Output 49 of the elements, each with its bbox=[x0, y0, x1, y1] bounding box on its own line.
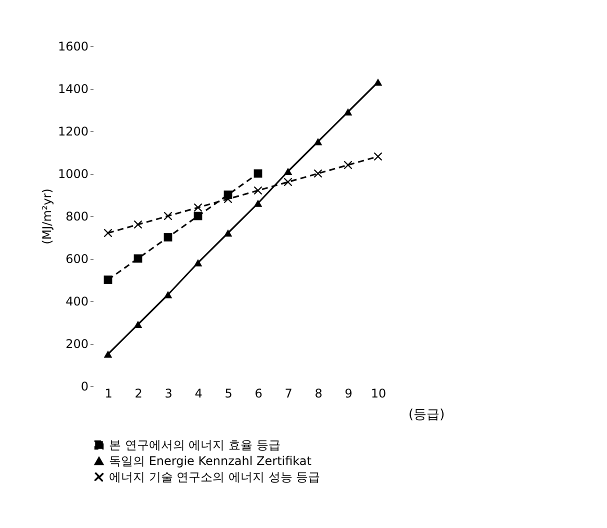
point bbox=[254, 200, 262, 207]
y-tick-label: 0 bbox=[80, 380, 88, 394]
y-tick-label: 800 bbox=[66, 210, 88, 224]
point bbox=[164, 212, 172, 220]
x-axis-title: (등급) bbox=[408, 408, 445, 422]
point bbox=[134, 254, 142, 263]
x-tick-label: 10 bbox=[370, 386, 386, 400]
point bbox=[224, 229, 232, 237]
y-tick-label: 600 bbox=[66, 252, 88, 266]
point bbox=[104, 350, 112, 358]
point bbox=[374, 152, 382, 161]
point bbox=[194, 212, 202, 220]
point bbox=[374, 78, 382, 86]
y-tick-label: 1200 bbox=[58, 124, 88, 138]
point bbox=[104, 276, 112, 284]
y-tick-label: 1000 bbox=[58, 167, 88, 181]
point bbox=[254, 169, 262, 178]
point bbox=[314, 169, 322, 178]
x-tick-label: 4 bbox=[194, 386, 202, 400]
point bbox=[314, 138, 322, 146]
legend-label: 독일의 Energie Kennzahl Zertifikat bbox=[109, 454, 312, 468]
x-tick-label: 1 bbox=[104, 386, 112, 400]
point bbox=[134, 220, 142, 229]
x-tick-label: 8 bbox=[314, 386, 322, 400]
point bbox=[224, 194, 232, 204]
x-tick-label: 6 bbox=[254, 386, 262, 400]
x-tick-label: 5 bbox=[224, 386, 232, 400]
point bbox=[254, 186, 262, 195]
legend-label: 에너지 기술 연구소의 에너지 성능 등급 bbox=[109, 470, 320, 484]
y-tick-label: 1600 bbox=[58, 40, 88, 54]
x-tick-label: 2 bbox=[134, 386, 142, 400]
point bbox=[284, 168, 292, 175]
y-axis-title: (MJ/m²yr) bbox=[40, 188, 54, 244]
x-tick-label: 3 bbox=[164, 386, 172, 400]
y-tick-label: 400 bbox=[66, 294, 88, 308]
y-tick-label: 1400 bbox=[58, 82, 88, 96]
point bbox=[164, 233, 172, 242]
point bbox=[344, 160, 352, 170]
point bbox=[104, 228, 112, 238]
point bbox=[134, 320, 142, 328]
x-tick-label: 9 bbox=[344, 386, 352, 400]
point bbox=[194, 259, 202, 266]
y-tick-label: 200 bbox=[66, 337, 88, 351]
x-tick-label: 7 bbox=[284, 386, 292, 400]
point bbox=[194, 203, 202, 212]
point bbox=[284, 178, 292, 186]
point bbox=[164, 291, 172, 298]
legend-label: 본 연구에서의 에너지 효율 등급 bbox=[109, 438, 280, 452]
point bbox=[344, 108, 352, 116]
